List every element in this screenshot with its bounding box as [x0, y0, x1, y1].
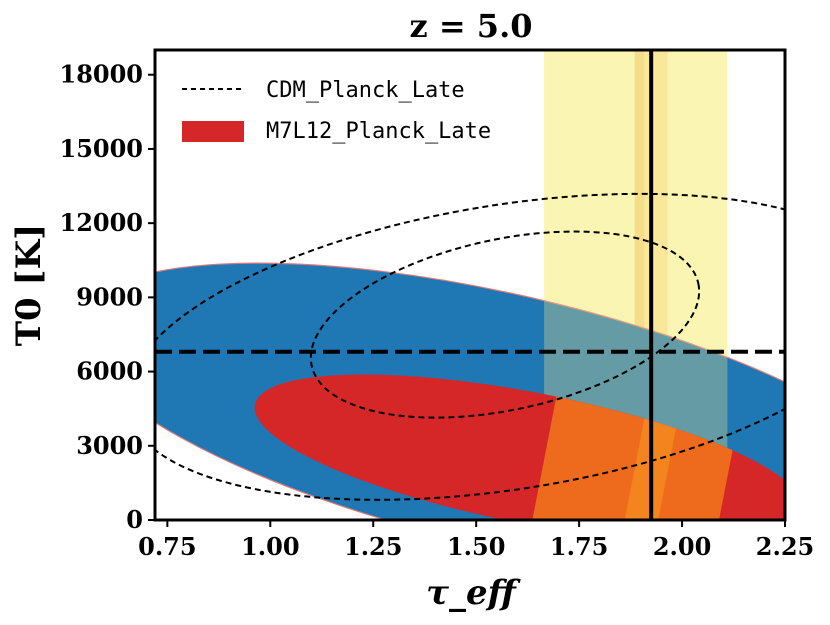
legend-m7l12-swatch — [182, 121, 244, 142]
x-axis: 0.75 1.00 1.25 1.50 1.75 2.00 2.25 — [138, 520, 814, 561]
x-tick-label: 2.25 — [756, 532, 814, 561]
legend-m7l12-label: M7L12_Planck_Late — [266, 119, 491, 144]
x-tick-label: 1.75 — [550, 532, 608, 561]
plot-frame — [153, 48, 787, 522]
legend: CDM_Planck_Late M7L12_Planck_Late — [182, 78, 491, 144]
x-tick-label: 0.75 — [138, 532, 196, 561]
m7l12-inner-contour-layer — [254, 374, 785, 520]
plot-area — [155, 50, 785, 520]
y-tick-label: 6000 — [76, 357, 143, 386]
y-tick-label: 3000 — [76, 431, 143, 460]
cdm-dashed-contours — [155, 192, 785, 501]
y-axis: 0 3000 6000 9000 12000 15000 18000 — [60, 60, 155, 534]
cdm-2-sigma-contour — [155, 192, 785, 501]
m7l12-1sigma-band-overlap — [532, 374, 785, 520]
y-tick-label: 0 — [126, 505, 143, 534]
x-axis-label: τ_eff — [426, 573, 522, 613]
band-2 — [634, 50, 645, 520]
x-tick-label: 1.25 — [344, 532, 402, 561]
cdm-1-sigma-contour — [309, 230, 701, 419]
y-tick-label: 9000 — [76, 282, 143, 311]
y-axis-label: T0 [K] — [9, 224, 49, 347]
x-tick-label: 1.50 — [447, 532, 505, 561]
x-axis-label-text: τ_eff — [426, 573, 522, 613]
y-tick-label: 18000 — [60, 60, 144, 89]
x-tick-label: 2.00 — [653, 532, 711, 561]
x-tick-label: 1.00 — [241, 532, 299, 561]
y-tick-label: 12000 — [60, 208, 144, 237]
chart-title: z = 5.0 — [410, 7, 533, 45]
y-tick-label: 15000 — [60, 134, 144, 163]
legend-cdm-label: CDM_Planck_Late — [266, 78, 465, 103]
